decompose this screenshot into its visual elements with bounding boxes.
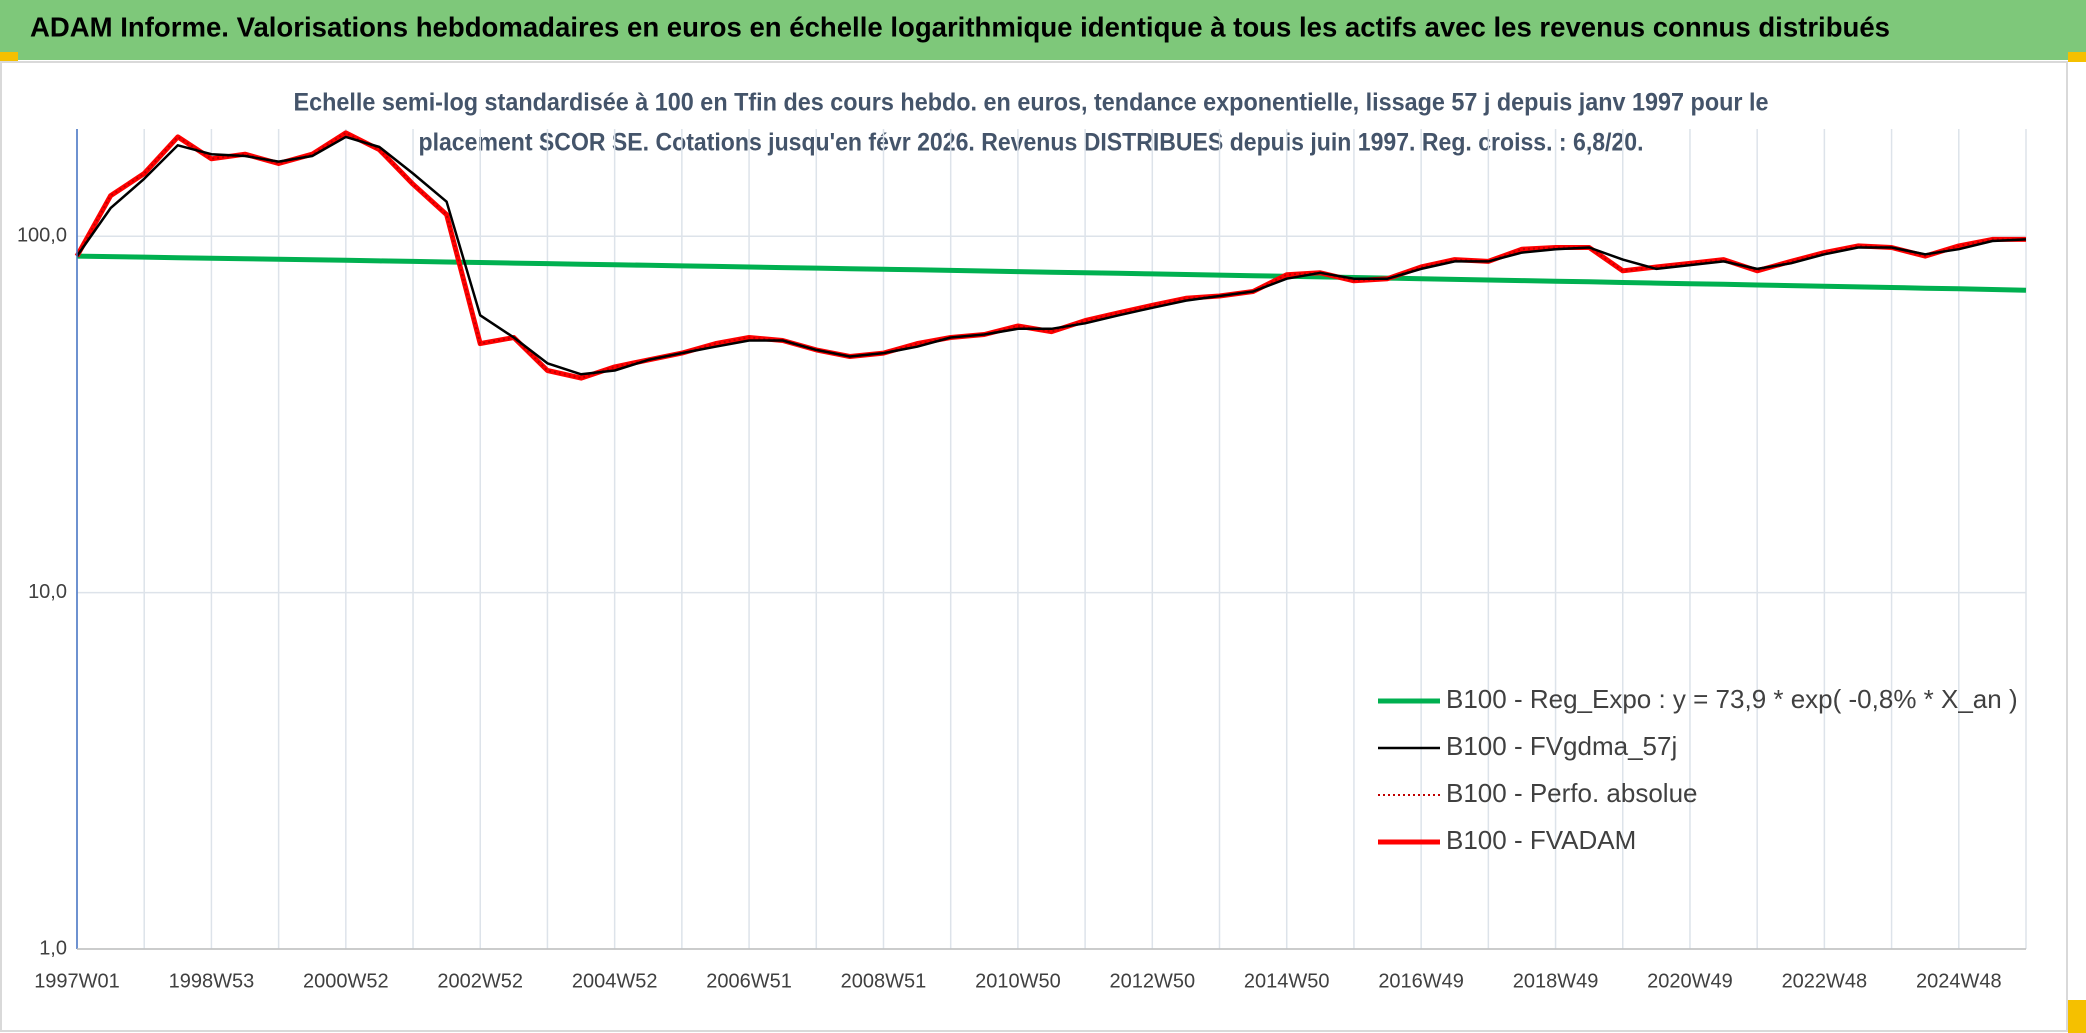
x-tick-label: 1998W53 — [169, 970, 255, 992]
chart-subtitle: Echelle semi-log standardisée à 100 en T… — [294, 89, 1769, 117]
legend-label: B100 - Reg_Expo : y = 73,9 * exp( -0,8% … — [1446, 684, 2018, 714]
x-tick-label: 2022W48 — [1782, 970, 1868, 992]
series-line — [76, 253, 2027, 293]
chart-border — [0, 61, 2068, 1032]
x-tick-label: 2010W50 — [975, 970, 1061, 992]
series-line — [76, 131, 2026, 380]
plot-lines — [74, 130, 2027, 381]
x-tick-label: 2000W52 — [303, 970, 389, 992]
title-bar — [0, 0, 2086, 60]
series-line — [75, 135, 2027, 376]
y-tick-label: 10,0 — [28, 581, 67, 603]
y-tick-label: 1,0 — [39, 937, 67, 959]
x-tick-label: 2018W49 — [1513, 970, 1599, 992]
x-tick-label: 2016W49 — [1378, 970, 1464, 992]
x-tick-label: 2014W50 — [1244, 970, 1330, 992]
corner-mark — [0, 52, 18, 62]
corner-mark — [2068, 52, 2086, 62]
legend: B100 - Reg_Expo : y = 73,9 * exp( -0,8% … — [1378, 684, 2018, 855]
x-tick-label: 2006W51 — [706, 970, 792, 992]
x-tick-label: 1997W01 — [34, 970, 120, 992]
legend-label: B100 - FVADAM — [1446, 825, 1636, 855]
chart-title: ADAM Informe. Valorisations hebdomadaire… — [30, 11, 1890, 42]
x-tick-label: 2002W52 — [437, 970, 523, 992]
chart-subtitle: placement SCOR SE. Cotations jusqu'en fé… — [419, 129, 1644, 157]
corner-mark — [2068, 1000, 2086, 1033]
x-tick-label: 2020W49 — [1647, 970, 1733, 992]
x-tick-label: 2012W50 — [1109, 970, 1195, 992]
x-tick-label: 2004W52 — [572, 970, 658, 992]
y-tick-label: 100,0 — [17, 225, 67, 247]
x-tick-label: 2008W51 — [841, 970, 927, 992]
legend-label: B100 - FVgdma_57j — [1446, 731, 1677, 761]
legend-label: B100 - Perfo. absolue — [1446, 778, 1698, 808]
axes: 1,0 10,0 100,0 1997W01 1998W53 2000W52 2002W52… — [17, 129, 2026, 992]
x-tick-label: 2024W48 — [1916, 970, 2002, 992]
